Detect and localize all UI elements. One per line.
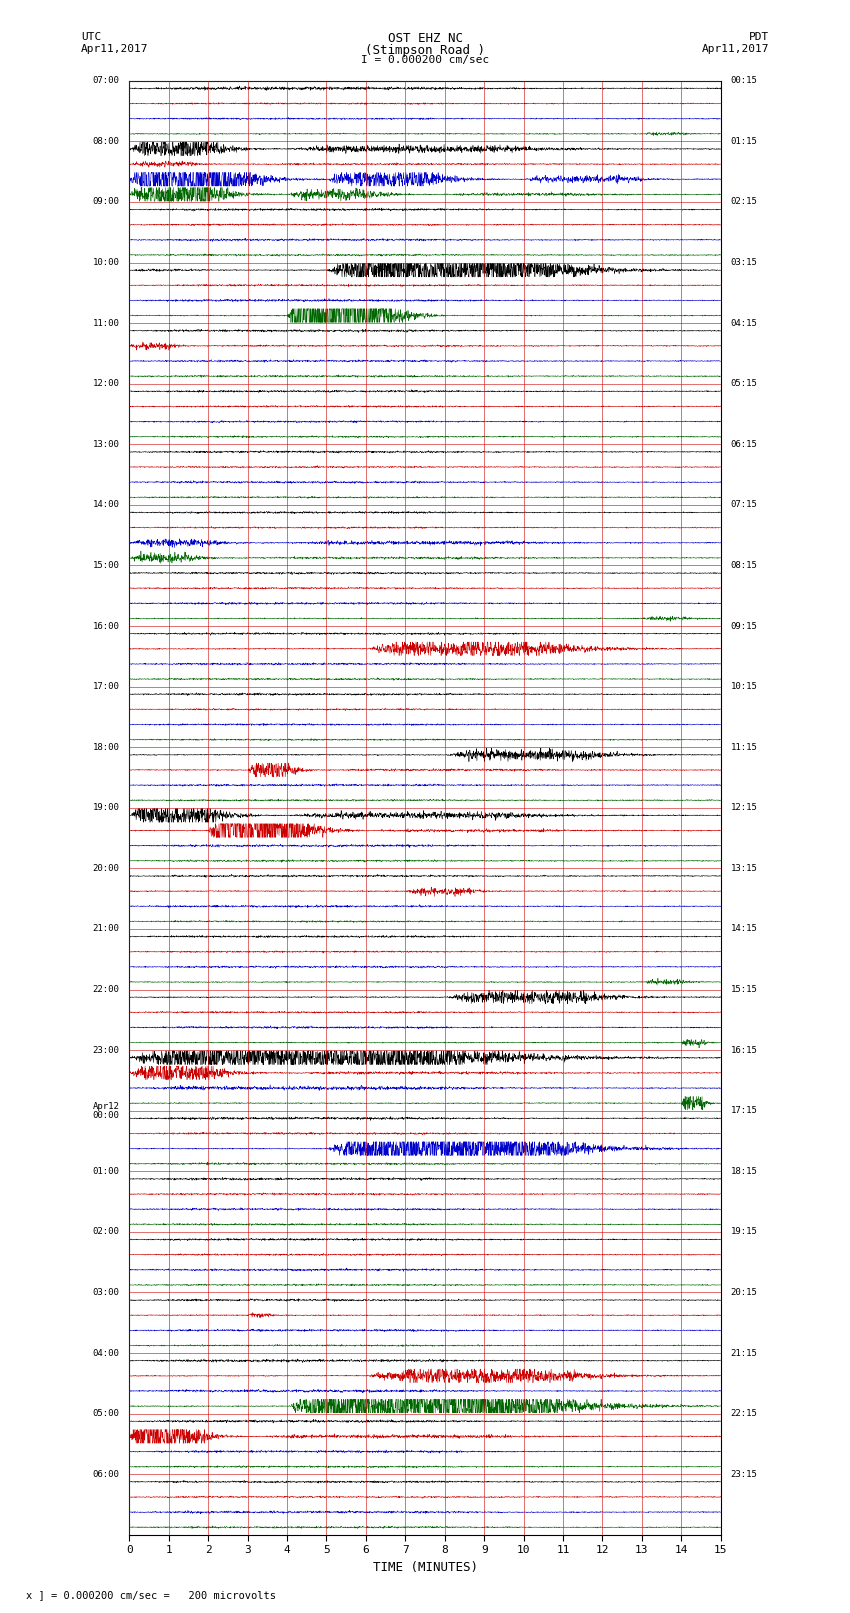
Text: Apr12: Apr12 [93, 1102, 120, 1111]
Text: 04:15: 04:15 [730, 319, 757, 327]
Text: 10:15: 10:15 [730, 682, 757, 690]
Text: I = 0.000200 cm/sec: I = 0.000200 cm/sec [361, 55, 489, 65]
Text: 02:15: 02:15 [730, 197, 757, 206]
Text: 01:15: 01:15 [730, 137, 757, 145]
Text: 20:15: 20:15 [730, 1289, 757, 1297]
Text: 21:00: 21:00 [93, 924, 120, 934]
Text: 08:00: 08:00 [93, 137, 120, 145]
Text: 05:00: 05:00 [93, 1410, 120, 1418]
Text: 09:15: 09:15 [730, 621, 757, 631]
Text: 12:00: 12:00 [93, 379, 120, 389]
Text: 16:00: 16:00 [93, 621, 120, 631]
Text: 03:00: 03:00 [93, 1289, 120, 1297]
Text: 00:15: 00:15 [730, 76, 757, 85]
Text: 03:15: 03:15 [730, 258, 757, 268]
Text: 21:15: 21:15 [730, 1348, 757, 1358]
Text: 20:00: 20:00 [93, 865, 120, 873]
Text: 16:15: 16:15 [730, 1045, 757, 1055]
Text: 12:15: 12:15 [730, 803, 757, 813]
Text: 09:00: 09:00 [93, 197, 120, 206]
Text: Apr11,2017: Apr11,2017 [702, 44, 769, 53]
Text: 22:15: 22:15 [730, 1410, 757, 1418]
Text: 23:00: 23:00 [93, 1045, 120, 1055]
Text: x ] = 0.000200 cm/sec =   200 microvolts: x ] = 0.000200 cm/sec = 200 microvolts [26, 1590, 275, 1600]
Text: 22:00: 22:00 [93, 986, 120, 994]
Text: 13:00: 13:00 [93, 440, 120, 448]
Text: 01:00: 01:00 [93, 1166, 120, 1176]
Text: Apr11,2017: Apr11,2017 [81, 44, 148, 53]
Text: OST EHZ NC: OST EHZ NC [388, 32, 462, 45]
Text: 19:00: 19:00 [93, 803, 120, 813]
Text: PDT: PDT [749, 32, 769, 42]
Text: 11:00: 11:00 [93, 319, 120, 327]
Text: 10:00: 10:00 [93, 258, 120, 268]
Text: (Stimpson Road ): (Stimpson Road ) [365, 44, 485, 56]
Text: 02:00: 02:00 [93, 1227, 120, 1237]
Text: 06:00: 06:00 [93, 1469, 120, 1479]
Text: 07:00: 07:00 [93, 76, 120, 85]
X-axis label: TIME (MINUTES): TIME (MINUTES) [372, 1561, 478, 1574]
Text: 07:15: 07:15 [730, 500, 757, 510]
Text: 14:00: 14:00 [93, 500, 120, 510]
Text: 11:15: 11:15 [730, 742, 757, 752]
Text: 13:15: 13:15 [730, 865, 757, 873]
Text: 15:00: 15:00 [93, 561, 120, 569]
Text: UTC: UTC [81, 32, 101, 42]
Text: 05:15: 05:15 [730, 379, 757, 389]
Text: 08:15: 08:15 [730, 561, 757, 569]
Text: 06:15: 06:15 [730, 440, 757, 448]
Text: 17:00: 17:00 [93, 682, 120, 690]
Text: 18:15: 18:15 [730, 1166, 757, 1176]
Text: 18:00: 18:00 [93, 742, 120, 752]
Text: 23:15: 23:15 [730, 1469, 757, 1479]
Text: 04:00: 04:00 [93, 1348, 120, 1358]
Text: 19:15: 19:15 [730, 1227, 757, 1237]
Text: 15:15: 15:15 [730, 986, 757, 994]
Text: 14:15: 14:15 [730, 924, 757, 934]
Text: 00:00: 00:00 [93, 1111, 120, 1119]
Text: 17:15: 17:15 [730, 1107, 757, 1115]
